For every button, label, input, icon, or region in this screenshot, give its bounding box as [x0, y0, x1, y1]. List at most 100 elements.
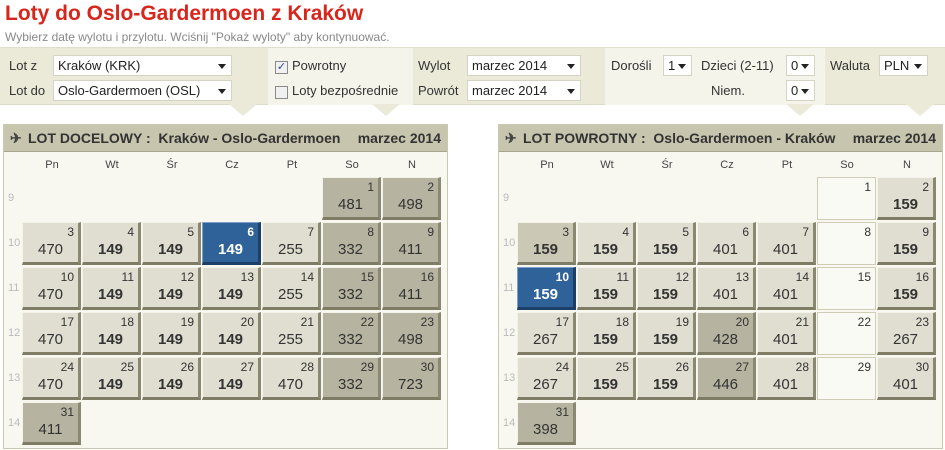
day-cell[interactable]: 1	[817, 177, 876, 220]
day-cell[interactable]: 24 470	[22, 357, 81, 400]
price: 401	[712, 241, 739, 258]
day-cell[interactable]: 15 332	[322, 267, 381, 310]
chevron-down-icon	[801, 64, 809, 69]
day-cell[interactable]: 7 401	[757, 222, 816, 265]
day-cell[interactable]: 26 149	[142, 357, 201, 400]
day-number: 31	[555, 405, 569, 419]
day-cell[interactable]: 21 255	[262, 312, 321, 355]
day-cell[interactable]: 3 159	[517, 222, 576, 265]
day-cell[interactable]: 22 332	[322, 312, 381, 355]
day-cell[interactable]: 31 398	[517, 402, 576, 445]
price: 267	[532, 331, 559, 348]
day-cell[interactable]: 8	[817, 222, 876, 265]
return-label: LOT POWROTNY :	[523, 130, 646, 146]
adults-select[interactable]: 1	[663, 55, 692, 76]
day-cell[interactable]: 30 723	[382, 357, 441, 400]
day-cell[interactable]: 19 149	[142, 312, 201, 355]
day-cell[interactable]: 4 149	[82, 222, 141, 265]
day-cell[interactable]: 27 149	[202, 357, 261, 400]
day-cell[interactable]: 11 149	[82, 267, 141, 310]
day-cell[interactable]: 29	[817, 357, 876, 400]
from-select[interactable]: Kraków (KRK)	[53, 55, 232, 76]
day-cell[interactable]: 21 401	[757, 312, 816, 355]
day-cell[interactable]: 23 498	[382, 312, 441, 355]
week-number: 10	[8, 237, 21, 249]
day-cell[interactable]: 20 149	[202, 312, 261, 355]
day-cell[interactable]: 4 159	[577, 222, 636, 265]
day-cell[interactable]: 12 159	[637, 267, 696, 310]
week-number: 10	[503, 237, 516, 249]
day-cell[interactable]: 2 498	[382, 177, 441, 220]
day-cell[interactable]: 5 149	[142, 222, 201, 265]
day-cell[interactable]: 3 470	[22, 222, 81, 265]
day-cell[interactable]: 2 159	[877, 177, 936, 220]
day-cell[interactable]: 16 411	[382, 267, 441, 310]
day-cell[interactable]: 19 159	[637, 312, 696, 355]
return-month-select[interactable]: marzec 2014	[467, 80, 581, 101]
price: 255	[277, 286, 304, 303]
outbound-label: LOT DOCELOWY :	[28, 130, 151, 146]
day-number: 14	[795, 270, 809, 284]
day-cell[interactable]: 1 481	[322, 177, 381, 220]
price: 481	[337, 196, 364, 213]
day-cell[interactable]: 14 401	[757, 267, 816, 310]
day-cell[interactable]: 22	[817, 312, 876, 355]
day-cell[interactable]: 6 149	[202, 222, 261, 265]
day-cell[interactable]: 6 401	[697, 222, 756, 265]
day-cell[interactable]: 17 470	[22, 312, 81, 355]
day-cell[interactable]: 28 470	[262, 357, 321, 400]
day-number: 6	[742, 225, 749, 239]
day-cell[interactable]: 10 470	[22, 267, 81, 310]
day-cell[interactable]: 8 332	[322, 222, 381, 265]
day-cell[interactable]: 26 159	[637, 357, 696, 400]
day-cell[interactable]: 25 159	[577, 357, 636, 400]
day-cell[interactable]: 5 159	[637, 222, 696, 265]
day-number: 7	[802, 225, 809, 239]
depart-month-select[interactable]: marzec 2014	[467, 55, 581, 76]
day-cell[interactable]: 7 255	[262, 222, 321, 265]
children-select[interactable]: 0	[786, 55, 815, 76]
day-cell[interactable]: 18 159	[577, 312, 636, 355]
day-cell[interactable]: 30 401	[877, 357, 936, 400]
price: 159	[652, 376, 679, 393]
day-cell[interactable]: 9 411	[382, 222, 441, 265]
price: 470	[37, 331, 64, 348]
day-cell[interactable]: 10 159	[517, 267, 576, 310]
day-number: 25	[615, 360, 629, 374]
day-cell[interactable]: 24 267	[517, 357, 576, 400]
day-cell[interactable]: 29 332	[322, 357, 381, 400]
day-cell[interactable]: 15	[817, 267, 876, 310]
price: 411	[38, 421, 63, 438]
day-cell[interactable]: 18 149	[82, 312, 141, 355]
day-number: 9	[427, 225, 434, 239]
day-cell[interactable]: 20 428	[697, 312, 756, 355]
day-cell[interactable]: 16 159	[877, 267, 936, 310]
weekday-header: N	[408, 159, 416, 171]
day-cell[interactable]: 23 267	[877, 312, 936, 355]
day-cell[interactable]: 9 159	[877, 222, 936, 265]
price: 149	[97, 286, 124, 303]
day-cell[interactable]: 13 401	[697, 267, 756, 310]
day-number: 10	[60, 270, 74, 284]
day-cell[interactable]: 14 255	[262, 267, 321, 310]
day-cell[interactable]: 11 159	[577, 267, 636, 310]
day-cell[interactable]: 27 446	[697, 357, 756, 400]
infants-select[interactable]: 0	[786, 80, 815, 101]
day-cell[interactable]: 17 267	[517, 312, 576, 355]
direct-checkbox[interactable]	[275, 86, 288, 99]
week-number: 13	[503, 372, 516, 384]
return-checkbox[interactable]: ✓	[275, 61, 288, 74]
to-select[interactable]: Oslo-Gardermoen (OSL)	[53, 80, 232, 101]
chevron-down-icon	[567, 64, 575, 69]
day-cell[interactable]: 13 149	[202, 267, 261, 310]
day-cell[interactable]: 28 401	[757, 357, 816, 400]
day-cell[interactable]: 31 411	[22, 402, 81, 445]
day-cell[interactable]: 12 149	[142, 267, 201, 310]
search-form: Lot z Kraków (KRK) Lot do Oslo-Gardermoe…	[0, 47, 945, 105]
day-number: 5	[682, 225, 689, 239]
infants-label: Niem.	[711, 83, 745, 98]
weekday-header: Wt	[105, 159, 119, 171]
currency-select[interactable]: PLN	[879, 55, 928, 76]
day-number: 28	[300, 360, 314, 374]
day-cell[interactable]: 25 149	[82, 357, 141, 400]
